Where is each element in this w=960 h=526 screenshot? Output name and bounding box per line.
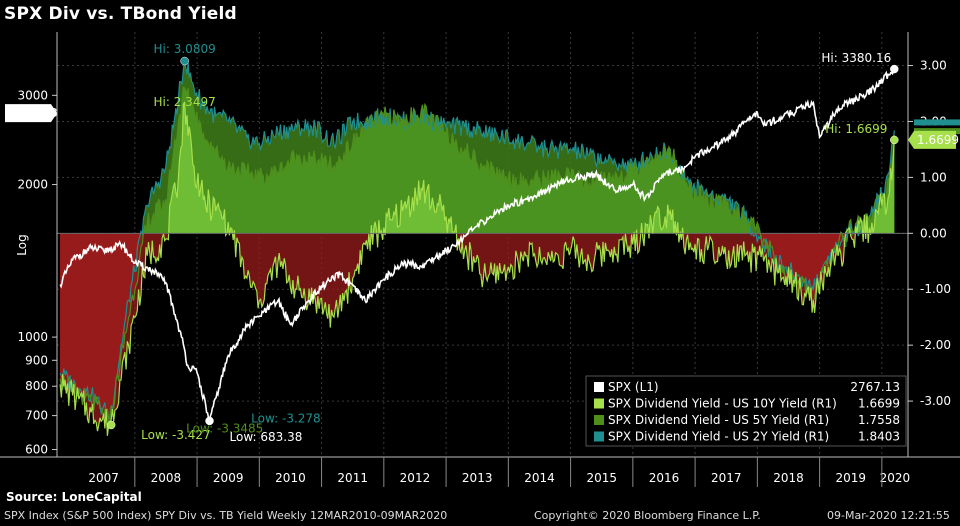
x-tick-label: 2012 [400, 471, 431, 485]
right-flag-2y [914, 119, 960, 126]
legend-value: 2767.13 [850, 380, 900, 394]
x-tick-label: 2014 [524, 471, 555, 485]
chart-title: SPX Div vs. TBond Yield [4, 4, 237, 24]
legend-value: 1.6699 [858, 397, 900, 411]
footer-timestamp: 09-Mar-2020 12:21:55 [827, 509, 950, 522]
right-tick-label: 1.00 [920, 170, 947, 184]
annotation-label: Hi: 3.0809 [154, 42, 216, 56]
x-tick-label: 2013 [462, 471, 493, 485]
left-tick-label: 1000 [17, 330, 48, 344]
area-fills [60, 61, 895, 436]
footer-description: SPX Index (S&P 500 Index) SPY Div vs. TB… [4, 509, 448, 522]
series-line-10y [59, 101, 895, 436]
left-tick-label: 900 [25, 353, 48, 367]
left-tick-label: 600 [25, 443, 48, 457]
area-5y-positive [60, 87, 895, 234]
x-tick-label: 2016 [649, 471, 680, 485]
x-tick-label: 2009 [213, 471, 244, 485]
footer-copyright: Copyright© 2020 Bloomberg Finance L.P. [534, 509, 761, 522]
series-line-2y [59, 60, 895, 420]
legend-swatch [594, 415, 604, 425]
source-label: Source: LoneCapital [6, 490, 142, 504]
x-tick-label: 2017 [711, 471, 742, 485]
annotations: Hi: 3.0809 Hi: 2.3497 Hi: 3380.16 Hi: 1.669… [106, 42, 899, 444]
right-tick-label: 0.00 [920, 226, 947, 240]
series-lines [57, 60, 908, 436]
annotation-label: Hi: 1.6699 [825, 122, 887, 136]
x-tick-label: 2019 [835, 471, 866, 485]
legend-label: SPX Dividend Yield - US 5Y Yield (R1) [608, 413, 829, 427]
annotation-label: Low: -3.278 [251, 412, 321, 426]
legend-value: 1.7558 [858, 413, 900, 427]
legend-label: SPX (L1) [608, 380, 659, 394]
right-tick-label: -2.00 [920, 338, 951, 352]
legend: SPX (L1) 2767.13 SPX Dividend Yield - US 1… [585, 375, 907, 447]
annotation-marker [890, 64, 899, 74]
annotation-label: Hi: 3380.16 [821, 51, 891, 65]
legend-value: 1.8403 [858, 430, 900, 444]
left-axis-label: Log [15, 234, 29, 255]
annotation-label: Low: 683.38 [230, 430, 303, 444]
footer-bar: SPX Index (S&P 500 Index) SPY Div vs. TB… [0, 506, 960, 526]
left-tick-label: 2000 [17, 178, 48, 192]
annotation-label: Hi: 2.3497 [154, 95, 216, 109]
x-tick-label: 2011 [337, 471, 368, 485]
annotation-marker [205, 416, 214, 426]
right-tick-label: -1.00 [920, 282, 951, 296]
legend-label: SPX Dividend Yield - US 2Y Yield (R1) [608, 430, 829, 444]
annotation-marker [106, 420, 116, 430]
x-tick-label: 2018 [773, 471, 804, 485]
left-tick-label: 800 [25, 379, 48, 393]
right-current-value-text: 1.6699 [917, 133, 959, 147]
legend-swatch [594, 382, 604, 392]
series-line-spx [59, 68, 896, 424]
legend-swatch [594, 431, 604, 442]
legend-box [585, 375, 907, 447]
annotation-marker [890, 135, 899, 145]
annotation-label: Low: -3.3485 [186, 422, 263, 436]
x-tick-label: 2007 [88, 471, 119, 485]
right-tick-label: -3.00 [920, 394, 951, 408]
left-current-value-box [5, 104, 57, 123]
axes: 6007008009001000200030003.002.001.000.00… [0, 32, 960, 487]
x-tick-label: 2015 [586, 471, 617, 485]
x-tick-label: 2010 [275, 471, 306, 485]
left-tick-label: 3000 [17, 88, 48, 102]
legend-label: SPX Dividend Yield - US 10Y Yield (R1) [608, 397, 837, 411]
legend-swatch [594, 398, 604, 409]
left-current-value-text: 2767.13 [8, 106, 58, 120]
x-tick-label: 2020 [880, 471, 911, 485]
right-current-value-box [908, 130, 956, 149]
area-10y-negative [60, 233, 871, 436]
x-tick-label: 2008 [151, 471, 182, 485]
annotation-label: Low: -3.427 [141, 428, 211, 442]
right-tick-label: 3.00 [920, 59, 947, 73]
series-line-5y [59, 86, 895, 425]
left-tick-label: 700 [25, 409, 48, 423]
annotation-marker [180, 56, 189, 66]
